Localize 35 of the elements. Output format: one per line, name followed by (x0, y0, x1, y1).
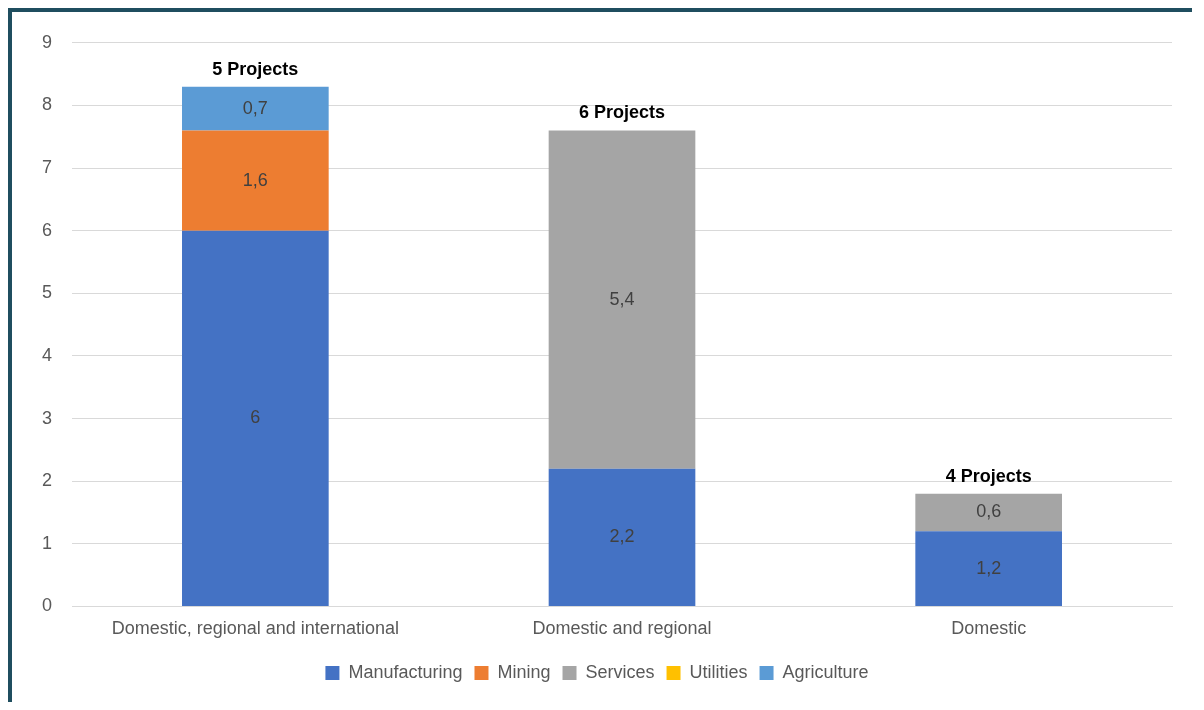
bar (182, 86, 329, 131)
data-label: 2,2 (609, 526, 635, 547)
y-tick-label: 8 (42, 94, 53, 115)
x-tick-label: Domestic and regional (532, 618, 712, 639)
annotation: 4 Projects (945, 465, 1032, 486)
legend-label: Services (585, 661, 655, 682)
y-tick-label: 6 (42, 219, 53, 240)
y-tick-label: 0 (42, 595, 53, 616)
legend-label: Mining (497, 661, 551, 682)
annotation: 5 Projects (212, 58, 299, 79)
data-label: 0,6 (976, 501, 1002, 522)
x-tick-label: Domestic, regional and international (111, 618, 399, 639)
data-label: 6 (250, 407, 261, 428)
bar (182, 230, 329, 606)
bar (548, 130, 696, 469)
y-tick-label: 2 (42, 470, 53, 491)
y-tick-label: 3 (42, 407, 53, 428)
bar (915, 493, 1062, 532)
bar (182, 130, 329, 231)
data-label: 0,7 (242, 97, 268, 118)
data-label: 5,4 (609, 288, 635, 309)
y-tick-label: 9 (42, 31, 53, 52)
data-label: 1,2 (976, 557, 1002, 578)
y-tick-label: 1 (42, 532, 53, 553)
y-tick-label: 4 (42, 344, 53, 365)
annotation: 6 Projects (578, 102, 666, 123)
x-tick-label: Domestic (951, 618, 1027, 639)
data-label: 1,6 (242, 169, 268, 190)
bar (548, 468, 696, 606)
legend-label: Agriculture (782, 661, 869, 682)
legend-label: Utilities (689, 661, 748, 682)
y-tick-label: 7 (42, 157, 53, 178)
y-tick-label: 5 (42, 282, 53, 303)
bar (915, 531, 1062, 606)
legend-label: Manufacturing (348, 661, 463, 682)
